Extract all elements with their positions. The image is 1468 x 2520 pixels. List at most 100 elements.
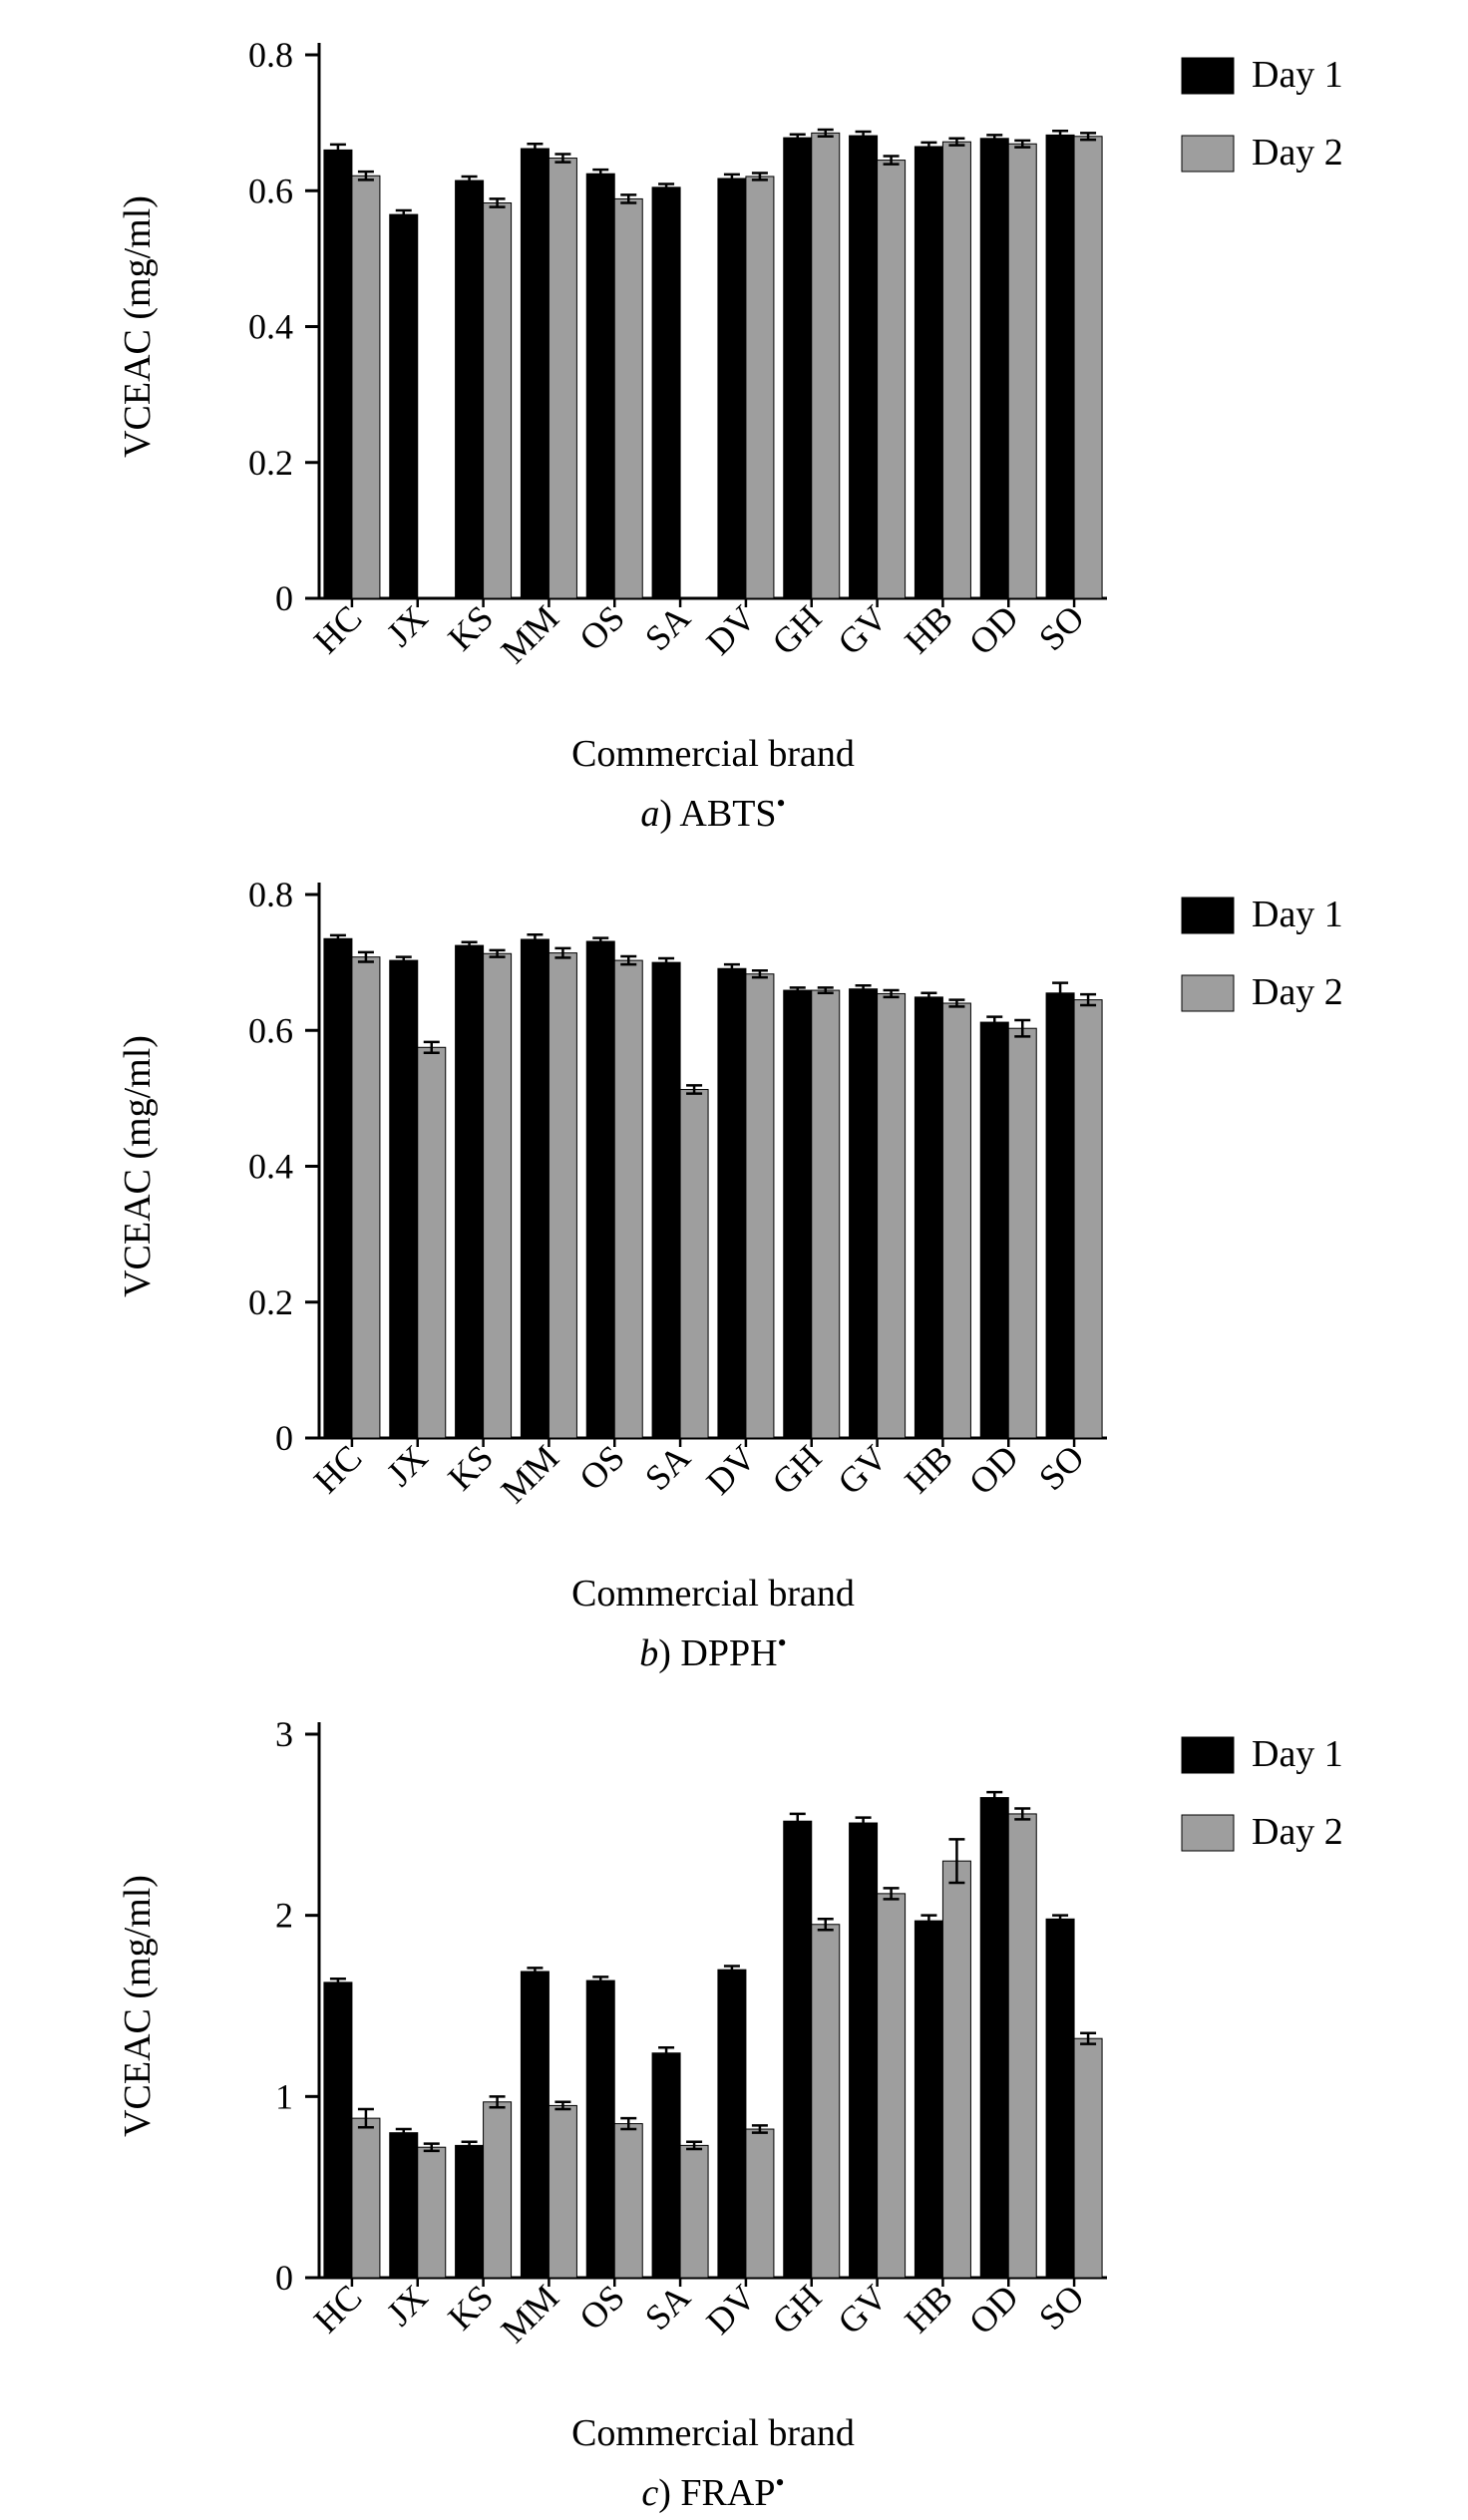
bar-GV-day1 (849, 135, 879, 599)
bar-HB-day2 (941, 141, 971, 599)
x-tick-label: OD (961, 1437, 1026, 1502)
x-tick-label: HC (306, 2277, 370, 2340)
y-tick-label: 0.8 (248, 35, 293, 75)
bar-SO-day2 (1073, 2037, 1103, 2279)
bar-MM-day2 (548, 2104, 577, 2279)
y-tick-label: 2 (275, 1896, 293, 1936)
bar-OS-day2 (613, 959, 643, 1439)
y-tick-label: 0.2 (248, 443, 293, 483)
bar-OD-day2 (1007, 1027, 1037, 1439)
x-tick-label: JX (379, 1437, 436, 1494)
chart-abts-figure: 0 0.2 0.4 0.6 0.8 HC JX KS MM OS SA DV GH GV HB OD SO VCE… (0, 0, 1468, 840)
bar-SO-day1 (1045, 1918, 1075, 2279)
x-tick-label: MM (494, 597, 567, 671)
x-tick-label: GH (764, 597, 829, 662)
bar-MM-day2 (548, 158, 577, 599)
bar-MM-day2 (548, 952, 577, 1439)
x-tick-label: KS (440, 2277, 501, 2338)
bar-MM-day1 (520, 1971, 550, 2279)
x-tick-label: SA (637, 2277, 698, 2338)
x-tick-label: SO (1031, 597, 1092, 658)
y-axis-title: VCEAC (mg/ml) (117, 195, 159, 458)
bar-HC-day1 (323, 937, 353, 1439)
bar-SA-day2 (679, 1089, 709, 1439)
x-tick-label: HB (897, 2277, 960, 2340)
bar-GH-day1 (783, 137, 813, 599)
x-tick-label: OD (961, 2277, 1026, 2341)
legend-label-day2: Day 2 (1252, 971, 1343, 1013)
bar-GV-day1 (849, 988, 879, 1439)
bar-DV-day1 (717, 1969, 747, 2279)
bar-GV-day2 (877, 1893, 907, 2279)
legend-swatch-day1 (1181, 57, 1235, 95)
y-axis-title: VCEAC (mg/ml) (117, 1875, 159, 2137)
bar-HC-day1 (323, 149, 353, 599)
bar-GH-day2 (811, 1924, 841, 2279)
y-tick-label: 3 (275, 1714, 293, 1754)
bar-DV-day2 (745, 176, 775, 599)
x-tick-label: GH (764, 1437, 829, 1502)
bar-JX-day1 (389, 213, 419, 599)
chart-frap-figure: 0 1 2 3 HC JX KS MM OS SA DV GH GV HB OD SO VCEAC (mg/ml… (0, 1679, 1468, 2520)
bar-HB-day2 (941, 1002, 971, 1439)
x-tick-label: GV (830, 597, 895, 662)
bar-OS-day1 (585, 173, 615, 599)
legend-label-day2: Day 2 (1252, 132, 1343, 174)
legend-swatch-day2 (1181, 1814, 1235, 1852)
y-tick-label: 0.2 (248, 1282, 293, 1322)
bar-MM-day1 (520, 148, 550, 599)
bar-SA-day2 (679, 2144, 709, 2279)
bar-HC-day2 (351, 956, 381, 1439)
bar-OS-day2 (613, 197, 643, 599)
x-axis-title: Commercial brand (571, 1573, 855, 1615)
x-tick-label: HB (897, 1437, 960, 1501)
bar-GH-day1 (783, 989, 813, 1439)
bar-KS-day2 (483, 202, 513, 599)
chart-caption: a) ABTS• (640, 789, 785, 835)
bar-HB-day1 (914, 146, 943, 599)
x-tick-label: SO (1031, 1437, 1092, 1498)
x-tick-label: JX (379, 2277, 436, 2334)
bar-DV-day2 (745, 973, 775, 1439)
bar-OD-day1 (979, 1797, 1009, 2279)
bar-HC-day1 (323, 1981, 353, 2279)
bar-OS-day1 (585, 940, 615, 1439)
x-tick-label: GV (830, 1437, 895, 1502)
x-tick-label: HC (306, 597, 370, 661)
x-tick-label: SA (637, 1437, 698, 1498)
x-tick-label: JX (379, 597, 436, 654)
x-tick-label: OS (571, 597, 632, 658)
bar-KS-day1 (455, 2144, 485, 2279)
y-tick-label: 0 (275, 1418, 293, 1458)
y-tick-label: 0.6 (248, 1010, 293, 1050)
bar-JX-day2 (417, 1046, 447, 1439)
bar-OD-day2 (1007, 1813, 1037, 2279)
bar-JX-day1 (389, 2132, 419, 2279)
bar-OS-day2 (613, 2123, 643, 2279)
x-tick-label: OS (571, 1437, 632, 1498)
y-axis-title: VCEAC (mg/ml) (117, 1035, 159, 1297)
bar-HC-day2 (351, 175, 381, 599)
bar-DV-day1 (717, 178, 747, 599)
x-tick-label: SA (637, 597, 698, 658)
bar-SA-day1 (651, 961, 681, 1439)
bar-DV-day1 (717, 967, 747, 1439)
bar-GV-day1 (849, 1822, 879, 2279)
bar-SA-day1 (651, 186, 681, 599)
chart-caption: c) FRAP• (641, 2468, 784, 2514)
y-tick-label: 1 (275, 2076, 293, 2116)
legend-label-day2: Day 2 (1252, 1811, 1343, 1853)
bar-KS-day1 (455, 180, 485, 599)
bar-GV-day2 (877, 160, 907, 599)
x-tick-label: HC (306, 1437, 370, 1501)
bar-JX-day2 (417, 2146, 447, 2279)
bar-HC-day2 (351, 2117, 381, 2279)
x-tick-label: KS (440, 1437, 501, 1498)
y-tick-label: 0.8 (248, 875, 293, 914)
bar-GV-day2 (877, 992, 907, 1439)
x-axis-title: Commercial brand (571, 2412, 855, 2454)
bar-OD-day1 (979, 138, 1009, 599)
x-tick-label: DV (699, 1437, 764, 1502)
